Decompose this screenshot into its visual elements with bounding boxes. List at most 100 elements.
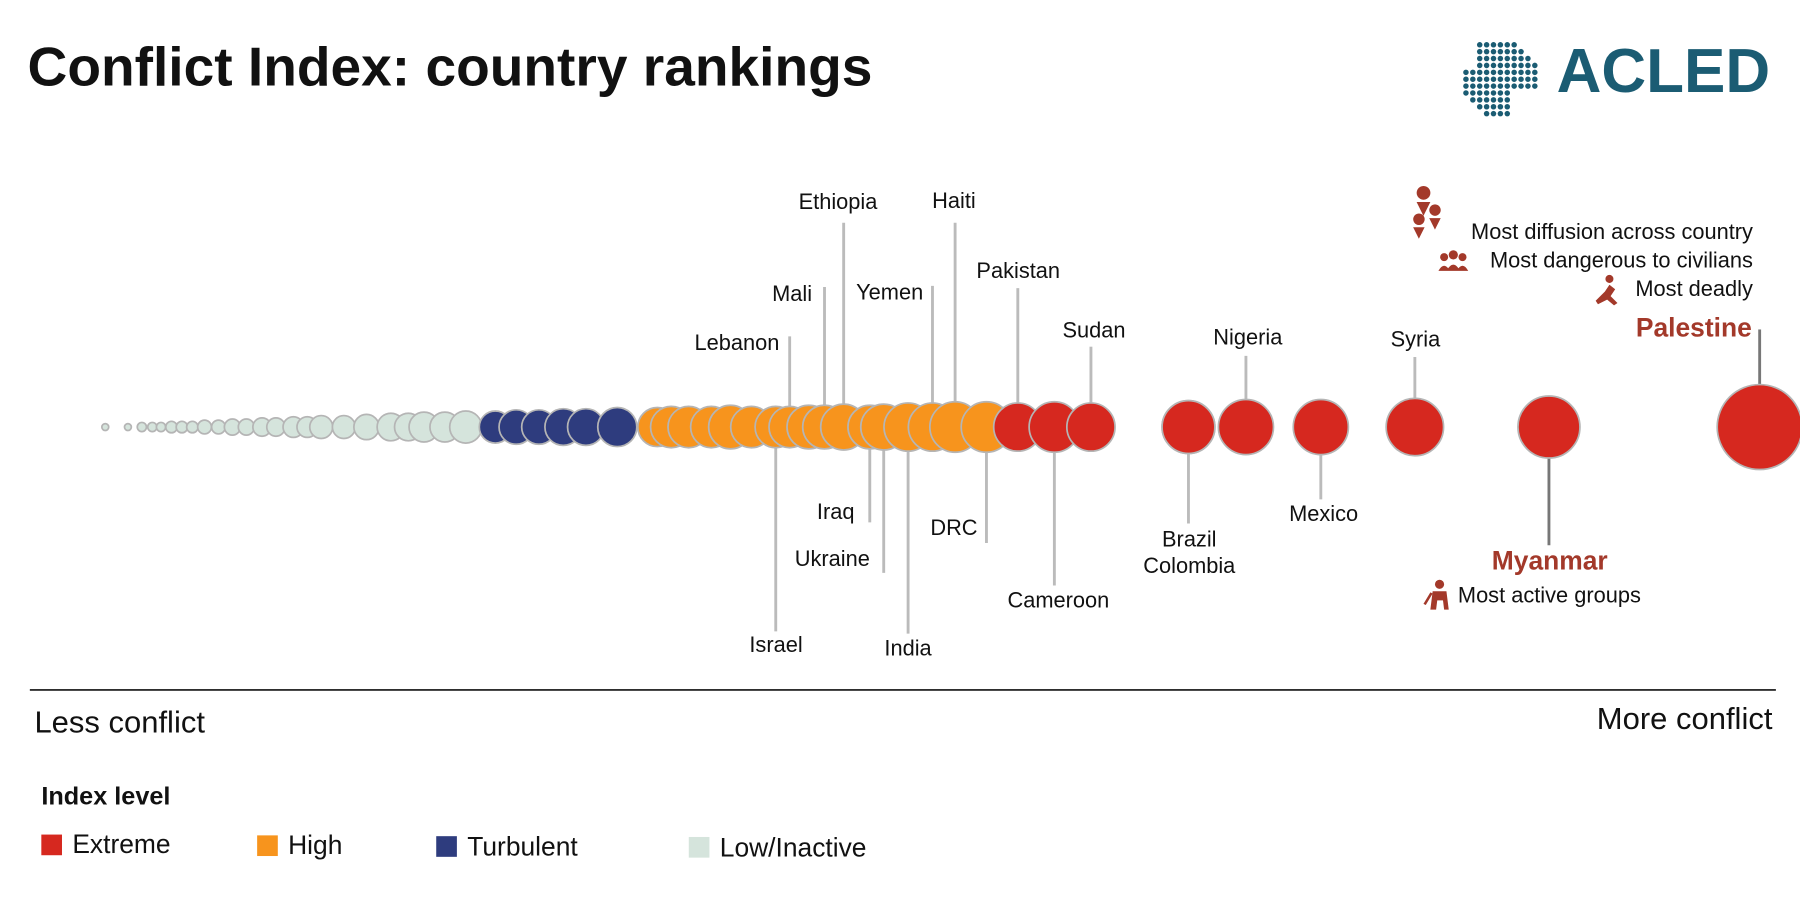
logo-dot [1490, 110, 1497, 117]
pin-icon [1413, 204, 1441, 239]
country-label: India [884, 636, 932, 661]
country-label: Ukraine [795, 546, 870, 571]
logo-dot [1532, 69, 1538, 76]
logo-dot [1490, 48, 1497, 55]
country-label: Sudan [1062, 318, 1125, 343]
logo-dot [1532, 62, 1538, 69]
logo: ACLED [1557, 37, 1770, 106]
bubble [331, 414, 357, 440]
logo-dot [1483, 76, 1490, 82]
logo-dot [1497, 55, 1504, 62]
logo-dot [1518, 55, 1524, 62]
logo-dot [1483, 83, 1490, 89]
deadly-icon [1595, 284, 1618, 306]
legend-swatch [688, 836, 710, 858]
logo-dot [1490, 90, 1497, 96]
logo-dot [1504, 55, 1511, 62]
groups-icon [1434, 579, 1445, 589]
groups-icon [1423, 591, 1449, 610]
logo-dot [1476, 42, 1483, 48]
country-label: Palestine [1636, 312, 1752, 342]
logo-dot [1476, 48, 1483, 55]
logo-dot [1511, 62, 1517, 69]
country-label: Colombia [1143, 553, 1236, 578]
logo-dot [1504, 42, 1511, 48]
logo-dot [1483, 104, 1490, 110]
country-label: Brazil [1162, 526, 1217, 551]
logo-dot [1470, 90, 1476, 96]
logo-dot [1470, 83, 1476, 89]
logo-dot [1497, 83, 1504, 89]
logo-dot [1463, 76, 1469, 82]
legend-swatch [436, 836, 457, 857]
logo-dot [1463, 69, 1469, 76]
logo-dot [1476, 76, 1483, 82]
bubble [1716, 383, 1800, 471]
logo-dot [1490, 97, 1497, 103]
logo-dot [1483, 97, 1490, 103]
logo-dot [1490, 62, 1497, 69]
logo-dot [1504, 69, 1511, 76]
logo-dot [1504, 90, 1511, 96]
logo-dot [1476, 97, 1483, 103]
logo-globe [1463, 42, 1538, 117]
legend-label: High [288, 830, 342, 860]
bubble [1517, 395, 1581, 459]
chart-title: Conflict Index: country rankings [28, 36, 873, 98]
country-label: Myanmar [1492, 545, 1608, 575]
country-label: Ethiopia [799, 189, 879, 214]
logo-dot [1525, 76, 1531, 82]
country-label: Nigeria [1213, 324, 1283, 349]
logo-dot [1476, 90, 1483, 96]
logo-dot [1463, 90, 1469, 96]
logo-dot [1483, 69, 1490, 76]
bubble [136, 421, 148, 433]
logo-dot [1497, 76, 1504, 82]
logo-dot [1497, 69, 1504, 76]
logo-dot [1497, 97, 1504, 103]
logo-dot [1476, 104, 1483, 110]
logo-dot [1532, 83, 1538, 89]
bubble [1292, 398, 1350, 456]
logo-dot [1511, 42, 1517, 48]
logo-dot [1490, 76, 1497, 82]
logo-dot [1497, 90, 1504, 96]
logo-dot [1476, 69, 1483, 76]
bubble [353, 413, 380, 441]
axis-label-left: Less conflict [34, 705, 205, 740]
legend-label: Low/Inactive [720, 832, 867, 862]
logo-dot [1511, 69, 1517, 76]
bubble [123, 422, 133, 432]
annotation: Most active groups [1458, 583, 1641, 608]
bubble [196, 419, 213, 435]
logo-dot [1470, 69, 1476, 76]
axis-label-right: More conflict [1597, 701, 1773, 736]
legend-label: Turbulent [467, 831, 578, 861]
deadly-icon [1605, 274, 1614, 283]
logo-dot [1497, 62, 1504, 69]
logo-dot [1518, 83, 1524, 89]
logo-dot [1504, 62, 1511, 69]
logo-dot [1525, 83, 1531, 89]
logo-dot [1518, 48, 1524, 55]
logo-dot [1483, 48, 1490, 55]
logo-dot [1490, 42, 1497, 48]
annotation: Most deadly [1635, 276, 1753, 301]
country-label: DRC [930, 515, 977, 540]
bubble [155, 421, 167, 433]
bubble [210, 419, 227, 435]
bubble [596, 406, 638, 448]
logo-dot [1497, 104, 1504, 110]
logo-dot [1532, 76, 1538, 82]
annotation-icons [1413, 185, 1618, 610]
country-label: Mali [772, 281, 812, 306]
bubble [146, 421, 158, 433]
bubble [448, 410, 483, 444]
country-label: Syria [1391, 327, 1442, 352]
logo-dot [1470, 97, 1476, 103]
bubble [1065, 402, 1116, 453]
logo-dot [1497, 48, 1504, 55]
logo-dot [1525, 55, 1531, 62]
logo-dot [1504, 97, 1511, 103]
pin-icon [1416, 185, 1431, 216]
